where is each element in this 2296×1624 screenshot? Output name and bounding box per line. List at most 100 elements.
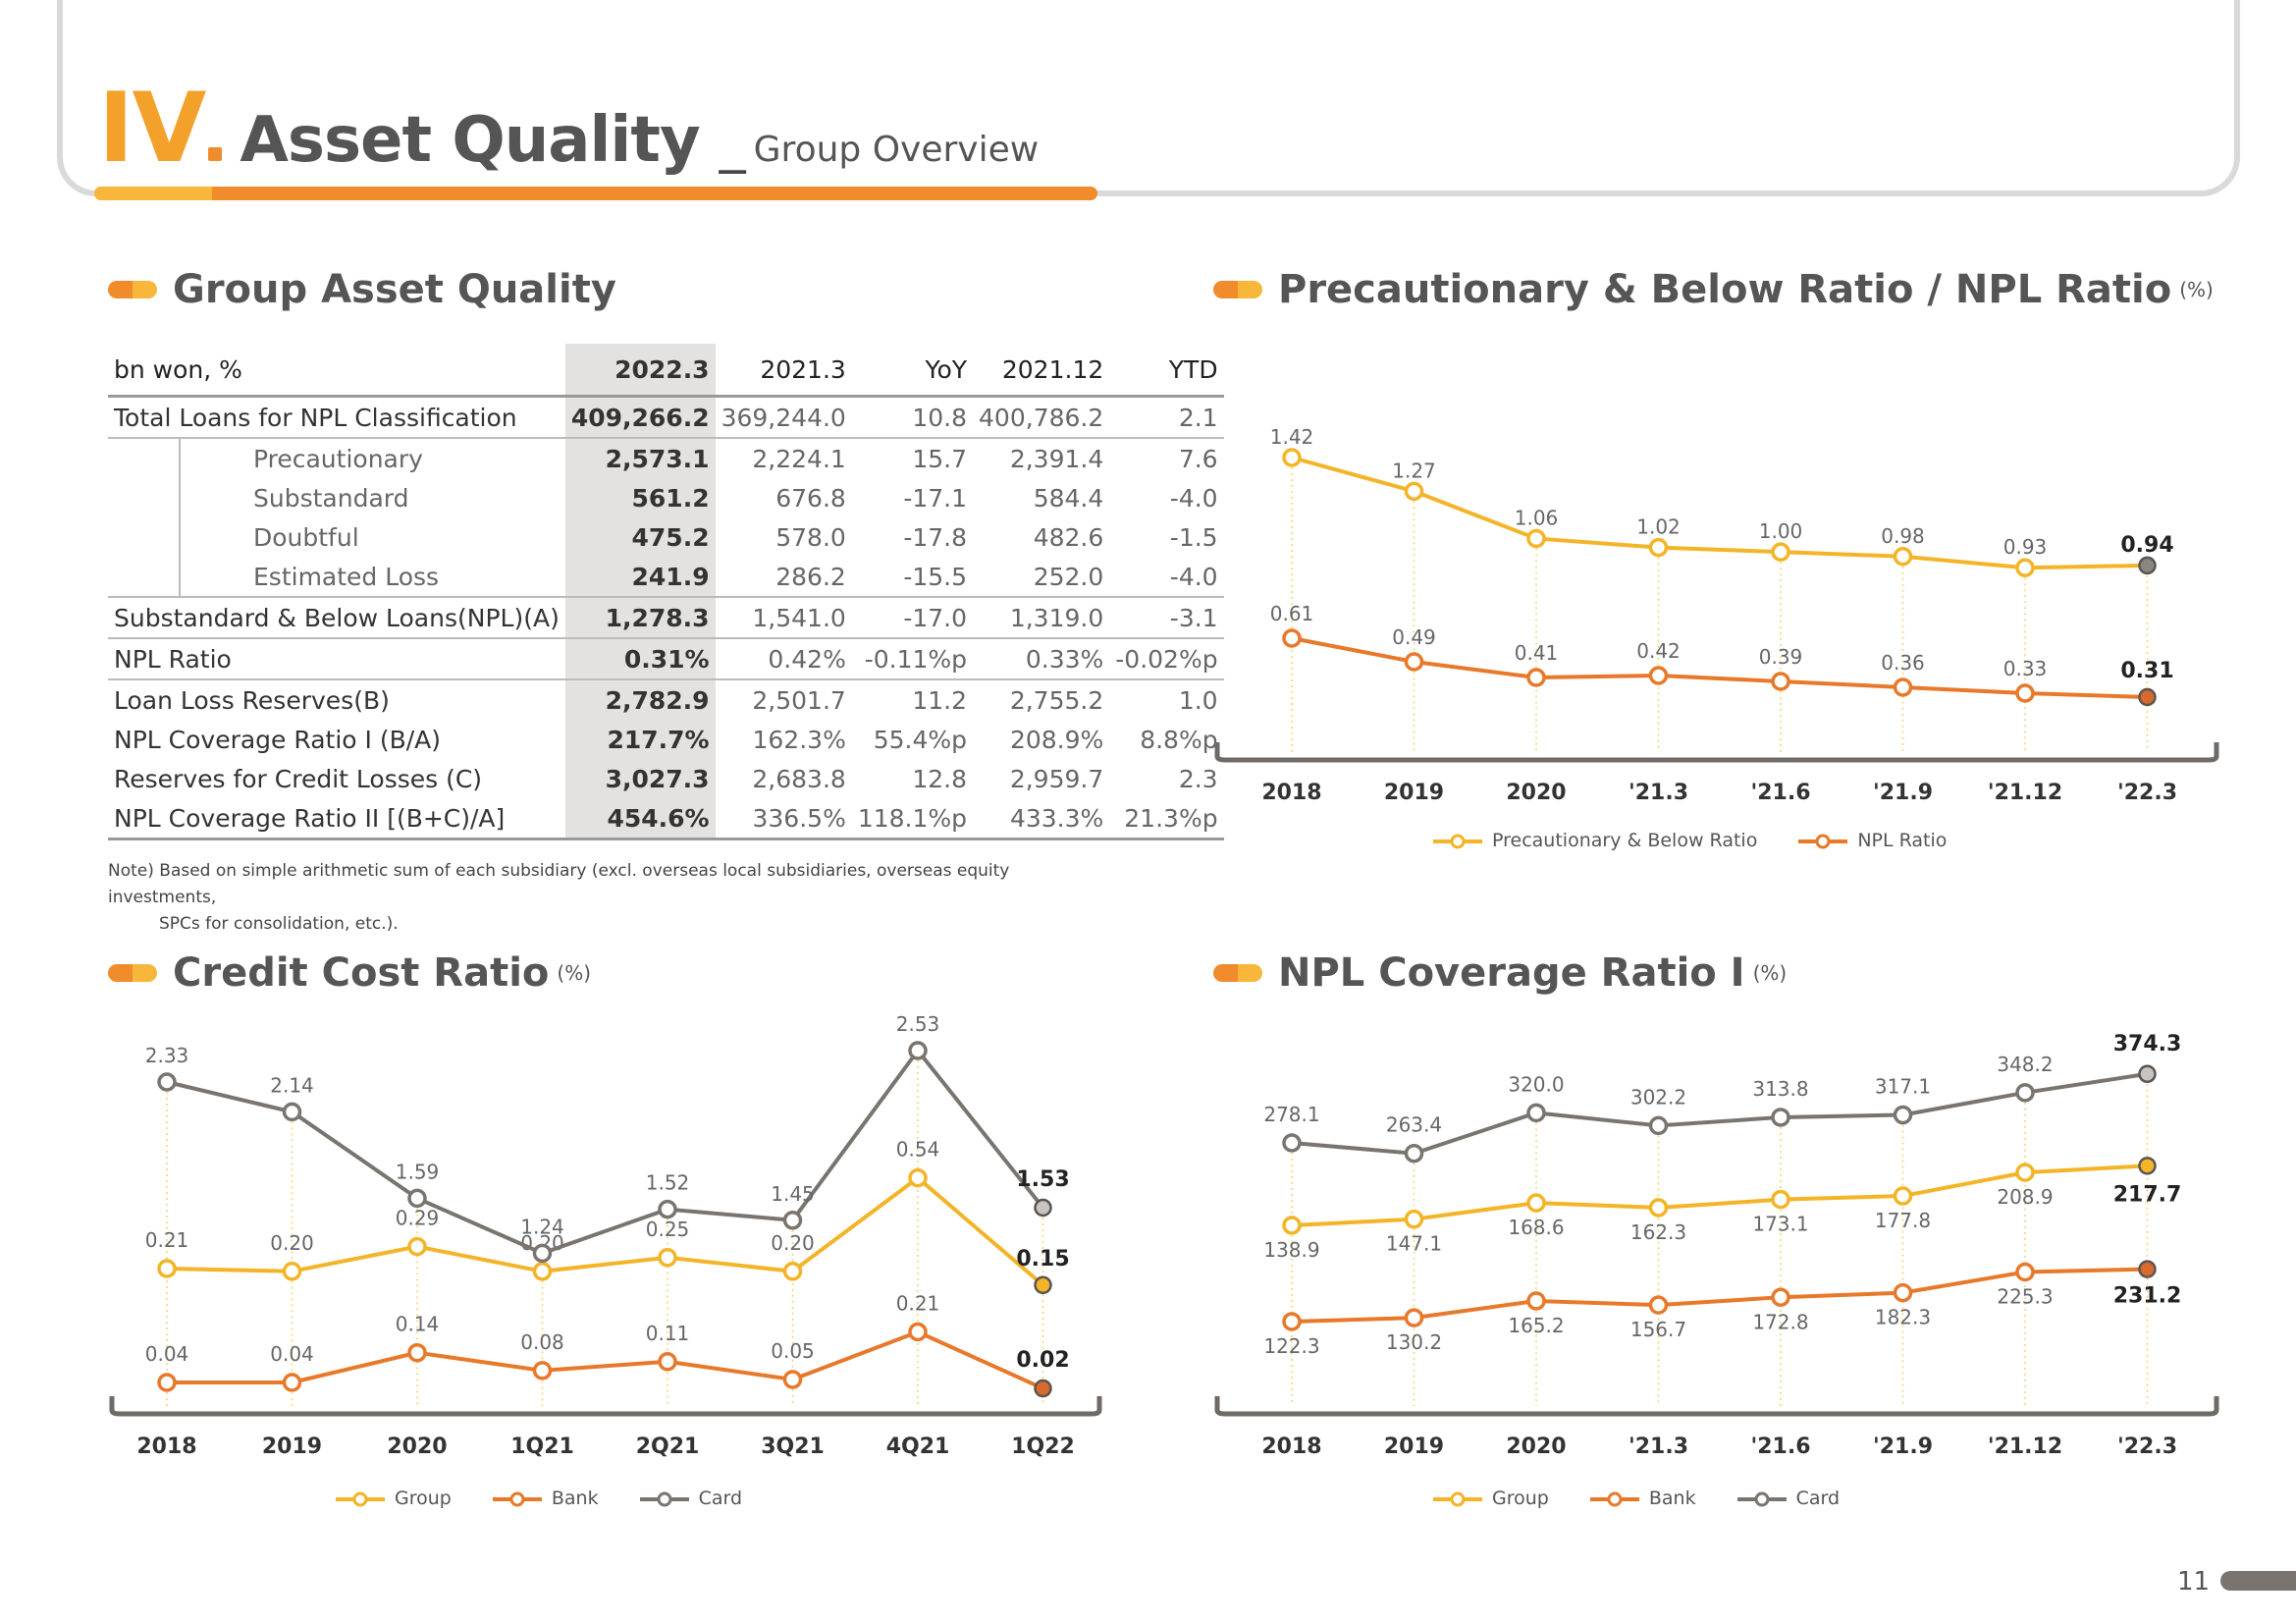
legend-marker-icon xyxy=(336,1491,385,1506)
column-header: YTD xyxy=(1109,344,1224,398)
data-point xyxy=(282,1102,302,1122)
table-cell: 1,541.0 xyxy=(715,597,852,639)
table-cell: 252.0 xyxy=(973,557,1110,598)
data-point xyxy=(1526,1291,1546,1311)
legend-item: NPL Ratio xyxy=(1796,830,1947,851)
data-point xyxy=(1404,652,1424,672)
data-point xyxy=(782,1370,803,1389)
x-tick-label: '22.3 xyxy=(2117,1435,2177,1459)
legend-label: Card xyxy=(1795,1488,1841,1509)
axis-baseline xyxy=(1214,1396,2219,1417)
data-label: 1.24 xyxy=(520,1215,564,1238)
data-label: 0.49 xyxy=(1392,625,1436,649)
table-cell: -17.1 xyxy=(903,483,968,513)
series-line xyxy=(1291,636,2148,699)
data-point xyxy=(282,1262,302,1281)
data-point xyxy=(1404,1209,1424,1229)
x-tick-label: '21.6 xyxy=(1750,781,1810,805)
data-label: 217.7 xyxy=(2113,1182,2182,1207)
data-label: 0.14 xyxy=(396,1313,440,1336)
legend-marker-icon xyxy=(639,1491,689,1506)
table-row: Loan Loss Reserves(B) 2,782.9 2,501.7 11.2 2… xyxy=(108,679,1224,720)
data-label: 0.31 xyxy=(2120,659,2173,683)
data-point xyxy=(1282,1312,1302,1331)
data-label: 0.11 xyxy=(646,1322,690,1345)
legend-item: Group xyxy=(1431,1488,1549,1509)
data-label: 374.3 xyxy=(2113,1032,2182,1056)
data-point xyxy=(2015,1262,2035,1282)
numeral-dot xyxy=(208,147,223,161)
table-cell: 676.8 xyxy=(775,483,846,513)
data-point xyxy=(2138,1260,2157,1278)
table-row: Reserves for Credit Losses (C) 3,027.3 2,6… xyxy=(108,759,1224,798)
legend-item: Card xyxy=(1735,1488,1840,1509)
data-label: 208.9 xyxy=(1997,1185,2053,1209)
data-point xyxy=(1771,672,1790,691)
data-label: 1.52 xyxy=(646,1171,690,1195)
table-cell: 7.6 xyxy=(1178,444,1218,473)
legend-marker-icon xyxy=(1798,834,1848,848)
x-tick-label: 2020 xyxy=(1506,781,1566,805)
data-label: 122.3 xyxy=(1263,1334,1319,1358)
row-label: Reserves for Credit Losses (C) xyxy=(114,764,483,793)
data-point xyxy=(1771,1287,1790,1308)
table-cell: 454.6% xyxy=(564,798,716,840)
x-tick-label: '21.3 xyxy=(1629,1435,1688,1459)
data-label: 130.2 xyxy=(1386,1330,1442,1354)
data-point xyxy=(1771,1108,1790,1127)
row-label: Loan Loss Reserves(B) xyxy=(114,685,390,715)
table-cell: 11.2 xyxy=(912,685,968,715)
data-label: 317.1 xyxy=(1875,1075,1931,1099)
section-head-group-asset-quality: Group Asset Quality xyxy=(108,267,616,312)
data-point xyxy=(1404,1308,1424,1327)
indent-spacer xyxy=(108,438,180,478)
data-label: 0.21 xyxy=(145,1228,189,1252)
table-cell: 15.7 xyxy=(912,444,968,473)
data-point xyxy=(1893,1282,1913,1303)
data-label: 0.42 xyxy=(1636,639,1681,663)
data-point xyxy=(2015,1083,2035,1103)
data-point xyxy=(1648,1295,1669,1315)
table-cell: -17.8 xyxy=(903,522,968,552)
table-note: Note) Based on simple arithmetic sum of … xyxy=(108,858,1119,938)
data-label: 225.3 xyxy=(1997,1285,2053,1309)
row-label: NPL Coverage Ratio II [(B+C)/A] xyxy=(108,798,565,840)
data-label: 2.53 xyxy=(896,1012,940,1036)
series-line xyxy=(1291,456,2148,570)
data-label: 313.8 xyxy=(1752,1077,1808,1101)
data-point xyxy=(1282,448,1302,467)
series-line xyxy=(1291,1071,2148,1156)
data-point xyxy=(157,1072,177,1092)
table-cell: 400,786.2 xyxy=(973,396,1110,439)
indent-spacer xyxy=(108,557,180,598)
table-cell: 584.4 xyxy=(1033,483,1104,513)
data-point xyxy=(2138,556,2157,575)
legend-marker-icon xyxy=(1589,1491,1639,1506)
legend-label: Precautionary & Below Ratio xyxy=(1492,830,1758,851)
legend-item: Card xyxy=(638,1488,742,1509)
table-cell: 286.2 xyxy=(715,557,852,598)
data-label: 0.33 xyxy=(2003,657,2048,680)
data-label: 231.2 xyxy=(2113,1284,2182,1309)
x-tick-label: '22.3 xyxy=(2117,781,2177,805)
section-title: Credit Cost Ratio xyxy=(173,950,550,996)
table-cell: 561.2 xyxy=(564,478,716,517)
data-label: 0.21 xyxy=(896,1291,940,1315)
data-point xyxy=(782,1211,803,1230)
data-point xyxy=(1893,677,1913,697)
data-point xyxy=(2138,1064,2157,1084)
data-point xyxy=(1034,1379,1052,1398)
data-label: 0.20 xyxy=(771,1231,815,1255)
data-label: 0.94 xyxy=(2120,533,2173,558)
table-row: NPL Coverage Ratio I (B/A) 217.7% 162.3% 55… xyxy=(108,720,1224,759)
data-label: 0.98 xyxy=(1881,524,1925,548)
column-header: 2021.3 xyxy=(715,344,852,398)
data-point xyxy=(407,1188,427,1209)
table-cell: 482.6 xyxy=(1033,522,1104,552)
data-point xyxy=(1282,1133,1302,1153)
data-label: 1.00 xyxy=(1759,519,1803,543)
column-header: 2021.12 xyxy=(973,344,1110,398)
legend-marker-icon xyxy=(1433,834,1482,848)
data-point xyxy=(1893,1186,1913,1206)
table-cell: -0.02%p xyxy=(1109,638,1224,680)
